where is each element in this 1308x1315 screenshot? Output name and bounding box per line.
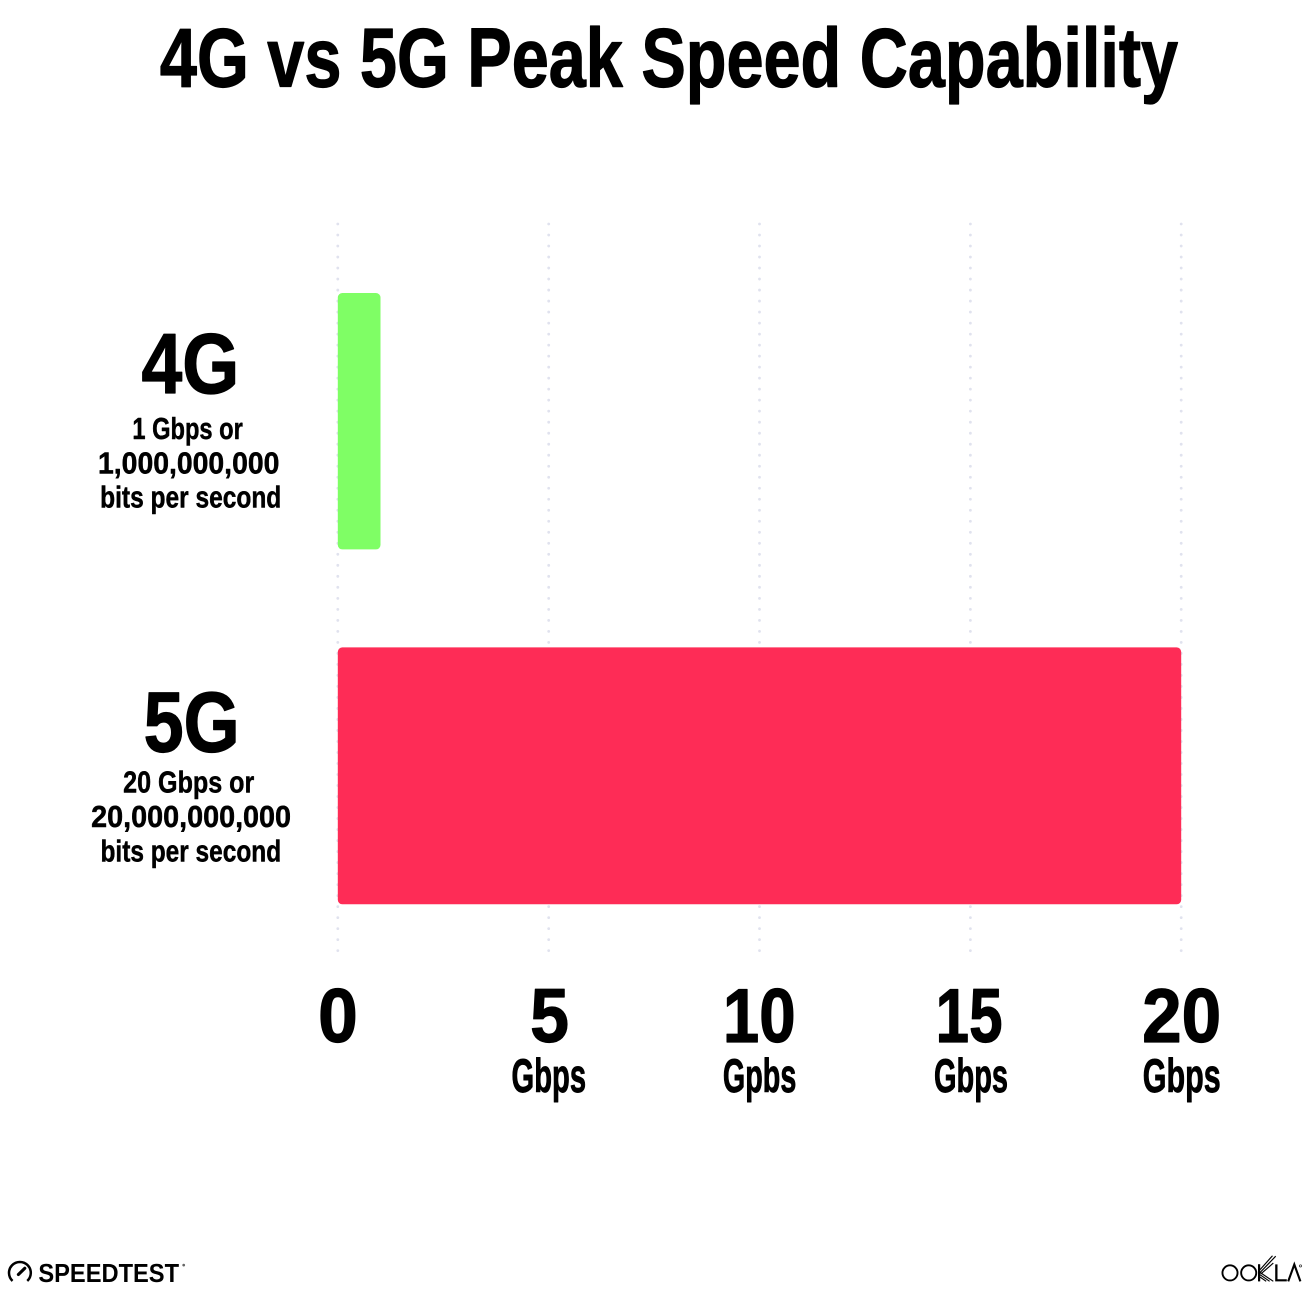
svg-text:bits per second: bits per second [100, 834, 281, 868]
svg-text:Gbps: Gbps [1143, 1051, 1221, 1103]
svg-text:Gbps: Gbps [512, 1050, 587, 1103]
svg-text:Gbps: Gbps [934, 1050, 1008, 1103]
svg-text:4G vs 5G Peak Speed Capability: 4G vs 5G Peak Speed Capability [160, 12, 1178, 105]
svg-text:10: 10 [723, 974, 796, 1059]
svg-text:1 Gbps or: 1 Gbps or [132, 411, 243, 446]
svg-text:20: 20 [1142, 973, 1221, 1059]
svg-text:4G: 4G [142, 316, 240, 411]
svg-text:15: 15 [936, 973, 1003, 1059]
svg-text:bits per second: bits per second [100, 480, 281, 514]
svg-text:0: 0 [318, 973, 358, 1059]
svg-text:1,000,000,000: 1,000,000,000 [98, 446, 279, 480]
svg-text:20 Gbps or: 20 Gbps or [123, 765, 254, 799]
svg-text:20,000,000,000: 20,000,000,000 [91, 800, 291, 834]
svg-text:Gpbs: Gpbs [723, 1050, 796, 1103]
svg-text:5G: 5G [144, 675, 240, 770]
svg-text:5: 5 [530, 973, 569, 1059]
svg-text:SPEEDTEST: SPEEDTEST [38, 1260, 179, 1288]
